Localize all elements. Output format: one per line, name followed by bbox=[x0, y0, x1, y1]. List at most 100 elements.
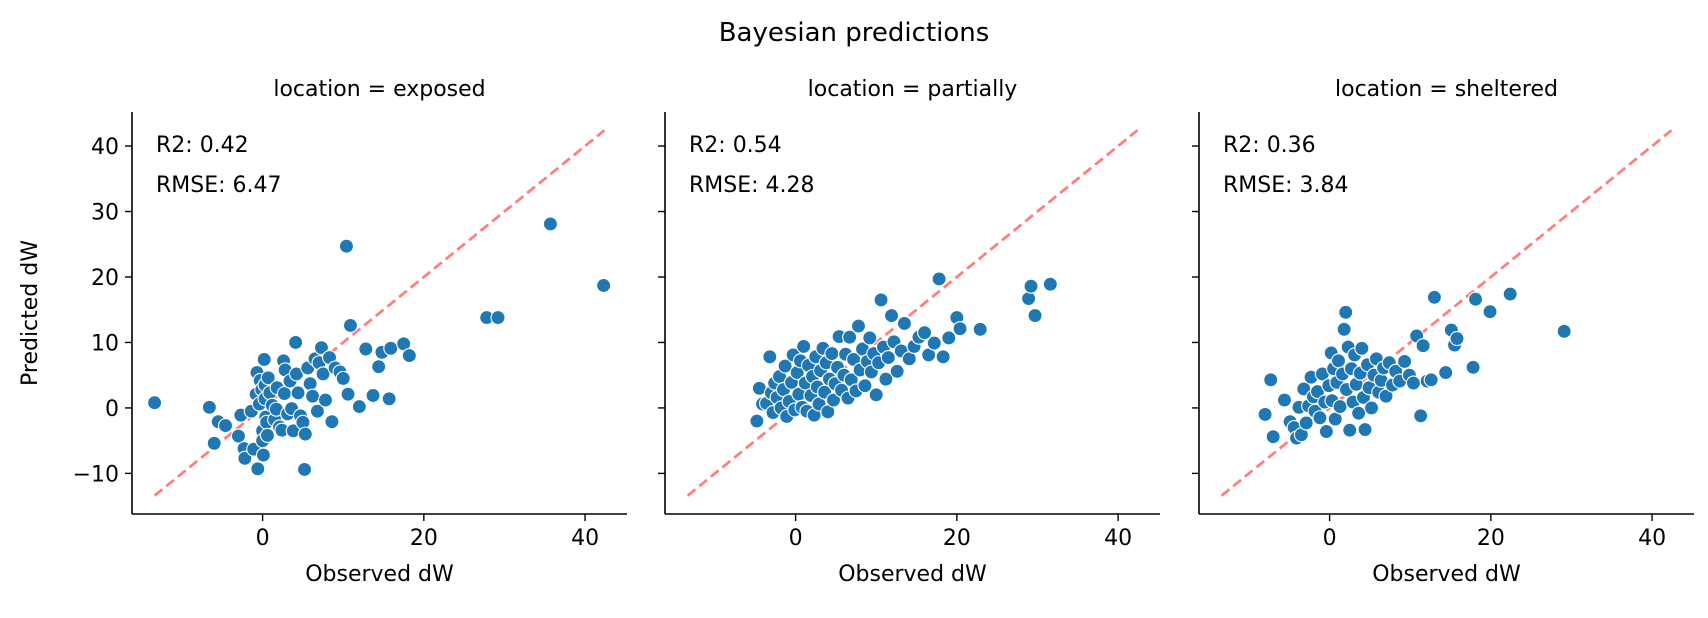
data-point bbox=[401, 348, 417, 364]
data-point bbox=[889, 363, 905, 379]
data-point bbox=[324, 414, 340, 430]
data-point bbox=[842, 329, 858, 345]
x-tick-label: 0 bbox=[1323, 526, 1337, 551]
y-tick-label: −10 bbox=[73, 462, 119, 487]
data-point bbox=[880, 349, 896, 366]
r2-annotation: R2: 0.54 bbox=[689, 133, 782, 158]
data-point bbox=[1042, 276, 1058, 292]
data-point bbox=[762, 349, 778, 365]
x-tick-label: 20 bbox=[1477, 526, 1505, 551]
data-point bbox=[317, 392, 334, 408]
data-point bbox=[972, 321, 988, 337]
data-point bbox=[381, 391, 397, 407]
rmse-annotation: RMSE: 6.47 bbox=[156, 173, 282, 198]
data-point bbox=[302, 376, 318, 392]
data-point bbox=[1438, 365, 1454, 381]
data-point bbox=[201, 399, 217, 415]
x-tick-label: 40 bbox=[571, 526, 599, 551]
y-tick-label: 0 bbox=[105, 397, 119, 422]
x-tick-label: 0 bbox=[256, 526, 270, 551]
data-point bbox=[315, 366, 331, 382]
data-point bbox=[335, 370, 351, 387]
data-point bbox=[1449, 330, 1465, 347]
data-point bbox=[1482, 304, 1498, 320]
y-tick-label: 20 bbox=[91, 266, 119, 291]
data-point bbox=[206, 435, 222, 451]
data-point bbox=[260, 370, 276, 386]
data-point bbox=[1363, 400, 1380, 416]
data-point bbox=[935, 349, 951, 365]
y-tick-label: 40 bbox=[91, 135, 119, 160]
subplot-title: location = partially bbox=[808, 77, 1018, 102]
x-tick-label: 40 bbox=[1104, 526, 1132, 551]
data-point bbox=[1332, 399, 1348, 415]
subplot-1: location = exposed 0 20 40 −10 0 10 20 30 40 Obser… bbox=[18, 77, 627, 587]
data-point bbox=[1276, 392, 1293, 408]
subplot-title: location = sheltered bbox=[1335, 77, 1558, 102]
data-point bbox=[1426, 289, 1442, 305]
data-point bbox=[255, 447, 271, 463]
x-tick-label: 0 bbox=[789, 526, 803, 551]
x-tick-label: 20 bbox=[410, 526, 438, 551]
data-point bbox=[237, 450, 253, 466]
data-point bbox=[217, 418, 234, 434]
data-point bbox=[305, 388, 321, 404]
data-point bbox=[749, 413, 765, 429]
data-point bbox=[1021, 291, 1037, 307]
data-point bbox=[1338, 304, 1354, 320]
figure-title: Bayesian predictions bbox=[719, 18, 990, 48]
data-point bbox=[873, 292, 889, 308]
data-point bbox=[1023, 278, 1039, 294]
r2-annotation: R2: 0.42 bbox=[156, 133, 249, 158]
data-point bbox=[1423, 372, 1439, 388]
y-axis-label: Predicted dW bbox=[18, 240, 43, 386]
data-point bbox=[309, 403, 325, 419]
data-point bbox=[296, 461, 313, 478]
data-point bbox=[896, 315, 912, 332]
data-point bbox=[313, 340, 330, 356]
data-point bbox=[1378, 388, 1394, 404]
data-point bbox=[542, 216, 558, 232]
y-tick-label: 10 bbox=[91, 331, 119, 356]
data-point bbox=[1027, 308, 1043, 324]
data-point bbox=[1413, 408, 1429, 424]
data-point bbox=[288, 334, 304, 351]
data-point bbox=[147, 395, 163, 411]
x-axis-label: Observed dW bbox=[305, 562, 454, 587]
data-point bbox=[777, 358, 793, 374]
data-point bbox=[1415, 338, 1431, 354]
data-point bbox=[857, 378, 873, 394]
data-point bbox=[383, 340, 399, 356]
y-tick-label: 30 bbox=[91, 201, 119, 226]
data-point bbox=[1465, 359, 1481, 375]
data-point bbox=[926, 335, 942, 351]
x-axis-label: Observed dW bbox=[838, 562, 987, 587]
data-point bbox=[276, 385, 292, 402]
subplot-title: location = exposed bbox=[273, 77, 485, 102]
data-point bbox=[256, 351, 272, 368]
data-point bbox=[338, 238, 354, 254]
data-point bbox=[290, 385, 306, 401]
data-point bbox=[1354, 340, 1370, 356]
data-point bbox=[371, 359, 387, 375]
data-point bbox=[250, 461, 266, 477]
data-point bbox=[340, 386, 356, 402]
data-point bbox=[1397, 353, 1413, 369]
x-tick-label: 40 bbox=[1638, 526, 1666, 551]
data-point bbox=[952, 321, 968, 337]
rmse-annotation: RMSE: 3.84 bbox=[1223, 173, 1349, 198]
data-point bbox=[1257, 406, 1273, 423]
data-point bbox=[931, 271, 947, 287]
data-point bbox=[490, 310, 506, 326]
data-point bbox=[1312, 410, 1328, 426]
data-point bbox=[365, 387, 381, 404]
data-point bbox=[1318, 423, 1334, 440]
subplot-2: location = partially 0 20 40 Observed dW R2: … bbox=[658, 77, 1160, 587]
data-point bbox=[878, 371, 894, 387]
data-point bbox=[1263, 372, 1279, 388]
data-point bbox=[868, 387, 884, 403]
data-point bbox=[351, 399, 367, 415]
data-point bbox=[259, 427, 275, 443]
subplot-3: location = sheltered 0 20 40 Observed dW R2: … bbox=[1192, 77, 1694, 587]
